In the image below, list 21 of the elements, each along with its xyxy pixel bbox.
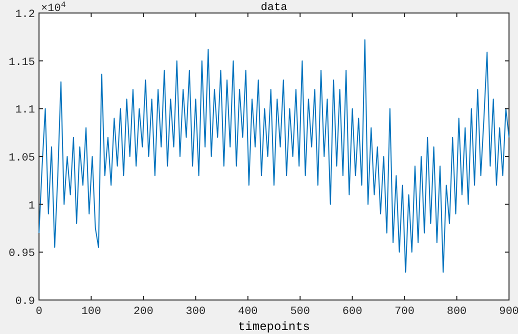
x-tick-label: 600 bbox=[342, 306, 362, 318]
y-tick-label: 1 bbox=[28, 200, 36, 212]
x-axis-title: timepoints bbox=[238, 320, 310, 334]
x-tick-label: 700 bbox=[394, 306, 414, 318]
annotation: ×10$^{4}$ bbox=[41, 0, 66, 15]
y-tick-label: 1.1 bbox=[15, 104, 36, 117]
y-tick-label: 0.9 bbox=[15, 296, 35, 308]
chart-title: data bbox=[260, 2, 288, 14]
line-series bbox=[38, 39, 510, 273]
y-tick-label: 1.15 bbox=[8, 56, 35, 69]
y-tick-label: 1.2 bbox=[15, 9, 35, 21]
x-tick-label: 300 bbox=[186, 306, 206, 318]
x-tick-label: 200 bbox=[134, 306, 154, 318]
x-tick-label: 0 bbox=[36, 306, 42, 318]
x-tick-label: 800 bbox=[446, 306, 467, 318]
x-tick-label: 100 bbox=[81, 306, 102, 318]
x-tick-label: 900 bbox=[499, 306, 518, 318]
x-tick-label: 500 bbox=[290, 306, 310, 318]
y-tick-label: 0.95 bbox=[8, 248, 35, 260]
x-tick-label: 400 bbox=[238, 306, 258, 318]
y-tick-label: 1.05 bbox=[8, 152, 35, 164]
